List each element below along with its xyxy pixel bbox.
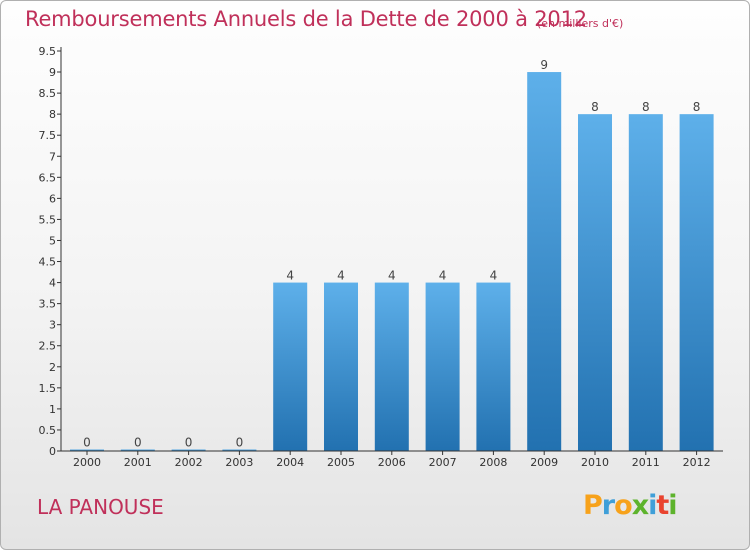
x-tick-label: 2002: [175, 456, 203, 469]
x-tick-label: 2005: [327, 456, 355, 469]
y-tick-label: 2: [49, 361, 56, 374]
value-label: 4: [337, 269, 345, 283]
y-tick-label: 4.5: [39, 256, 57, 269]
bar: [120, 449, 155, 451]
brand-letter: t: [656, 490, 669, 521]
bar: [425, 282, 460, 451]
bar: [628, 114, 663, 451]
y-tick-label: 8: [49, 108, 56, 121]
x-tick-label: 2011: [632, 456, 660, 469]
commune-name: LA PANOUSE: [37, 495, 164, 519]
value-label: 4: [286, 269, 294, 283]
value-label: 0: [236, 436, 244, 450]
x-tick-label: 2001: [124, 456, 152, 469]
value-label: 0: [134, 436, 142, 450]
value-label: 9: [540, 58, 548, 72]
bar: [578, 114, 612, 451]
value-label: 8: [693, 100, 701, 114]
x-tick-label: 2006: [378, 456, 406, 469]
y-tick-label: 6.5: [39, 171, 57, 184]
bar: [476, 282, 511, 451]
value-label: 8: [591, 100, 599, 114]
y-tick-label: 3: [49, 319, 56, 332]
y-tick-label: 1.5: [39, 382, 57, 395]
y-tick-label: 2.5: [39, 340, 57, 353]
proxiti-logo[interactable]: Proxiti: [583, 490, 678, 521]
x-tick-label: 2004: [276, 456, 304, 469]
bar: [70, 449, 104, 451]
y-tick-label: 9.5: [39, 45, 57, 58]
bar: [273, 282, 308, 451]
value-label: 4: [490, 269, 498, 283]
bar: [527, 72, 562, 451]
y-tick-label: 5.5: [39, 213, 57, 226]
bar: [679, 114, 714, 451]
y-tick-label: 3.5: [39, 298, 57, 311]
value-label: 8: [642, 100, 650, 114]
x-tick-label: 2008: [479, 456, 507, 469]
brand-letter: i: [648, 490, 657, 521]
brand-letter: o: [614, 490, 633, 521]
chart-title: Remboursements Annuels de la Dette de 20…: [25, 7, 587, 31]
y-tick-label: 0: [49, 445, 56, 458]
bar: [171, 449, 206, 451]
axes-group: 2000 2001 2002 2003 2004 2005 2006 2007 2008 2009…: [39, 45, 723, 469]
y-tick-label: 8.5: [39, 87, 57, 100]
x-tick-label: 2012: [683, 456, 711, 469]
x-tick-label: 2007: [429, 456, 457, 469]
y-tick-label: 4: [49, 277, 56, 290]
bars-group: 0 0 0 0 4 4 4 4 4 9 8 8 8: [70, 58, 714, 451]
x-tick-label: 2003: [225, 456, 253, 469]
brand-letter: r: [601, 490, 615, 521]
y-tick-label: 7.5: [39, 129, 57, 142]
value-label: 0: [185, 436, 193, 450]
bar: [324, 282, 358, 451]
x-tick-label: 2010: [581, 456, 609, 469]
y-tick-label: 0.5: [39, 424, 57, 437]
x-tick-label: 2009: [530, 456, 558, 469]
brand-letter: i: [668, 490, 677, 521]
x-tick-label: 2000: [73, 456, 101, 469]
value-label: 4: [439, 269, 447, 283]
value-label: 0: [83, 436, 91, 450]
bar: [222, 449, 257, 451]
brand-letter: x: [631, 490, 649, 521]
y-tick-label: 6: [49, 192, 56, 205]
chart-subtitle: (en milliers d'€): [537, 17, 624, 30]
y-tick-label: 1: [49, 403, 56, 416]
brand-letter: P: [583, 490, 603, 521]
y-tick-label: 5: [49, 234, 56, 247]
bar: [374, 282, 409, 451]
y-tick-label: 7: [49, 150, 56, 163]
value-label: 4: [388, 269, 396, 283]
y-tick-label: 9: [49, 66, 56, 79]
